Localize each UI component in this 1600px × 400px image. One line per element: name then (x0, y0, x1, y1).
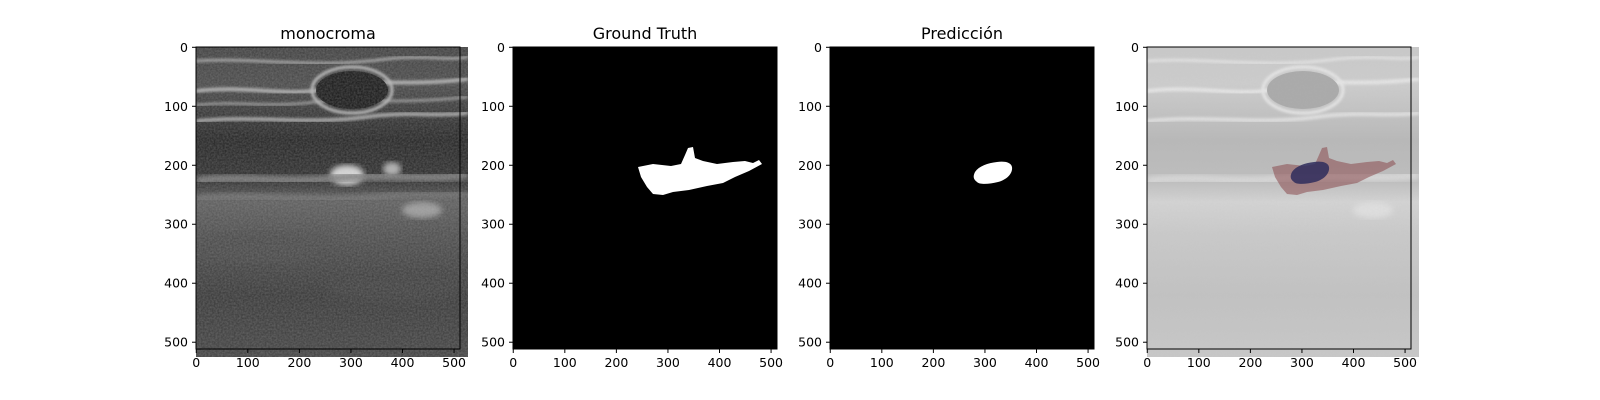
x-tick-label: 400 (391, 355, 415, 370)
y-tick-label: 500 (798, 335, 822, 350)
y-tick-label: 500 (481, 335, 505, 350)
panel-title: Predicción (921, 24, 1003, 43)
x-tick-label: 500 (1076, 355, 1100, 370)
x-tick-label: 100 (870, 355, 894, 370)
x-tick-label: 0 (826, 355, 834, 370)
panel-prediccion: Predicción (829, 24, 1095, 350)
y-tick-label: 300 (164, 217, 188, 232)
ultrasound-image (196, 47, 468, 357)
x-tick-label: 0 (1143, 355, 1151, 370)
mask-background (513, 47, 777, 349)
x-tick-label: 200 (604, 355, 628, 370)
y-tick-label: 500 (164, 335, 188, 350)
x-tick-label: 100 (236, 355, 260, 370)
x-tick-label: 400 (1342, 355, 1366, 370)
y-tick-label: 0 (180, 40, 188, 55)
y-tick-label: 400 (1115, 276, 1139, 291)
y-tick-label: 200 (164, 158, 188, 173)
y-tick-label: 300 (481, 217, 505, 232)
x-tick-label: 400 (1025, 355, 1049, 370)
x-tick-label: 100 (1187, 355, 1211, 370)
y-tick-label: 200 (798, 158, 822, 173)
panel-title: monocroma (280, 24, 376, 43)
x-tick-label: 200 (1238, 355, 1262, 370)
x-tick-label: 500 (1393, 355, 1417, 370)
panel-ground-truth: Ground Truth (512, 24, 778, 350)
y-tick-label: 400 (481, 276, 505, 291)
x-tick-label: 300 (973, 355, 997, 370)
y-tick-label: 100 (798, 99, 822, 114)
y-tick-label: 100 (164, 99, 188, 114)
x-tick-label: 200 (287, 355, 311, 370)
x-tick-label: 300 (339, 355, 363, 370)
x-tick-label: 500 (759, 355, 783, 370)
x-tick-label: 0 (192, 355, 200, 370)
y-tick-label: 300 (798, 217, 822, 232)
x-tick-label: 0 (509, 355, 517, 370)
x-tick-label: 200 (921, 355, 945, 370)
y-tick-label: 100 (481, 99, 505, 114)
x-tick-label: 400 (708, 355, 732, 370)
y-tick-label: 400 (164, 276, 188, 291)
x-tick-label: 300 (656, 355, 680, 370)
overlay-image (1147, 47, 1419, 357)
y-tick-label: 0 (497, 40, 505, 55)
panel-monocroma: monocroma (195, 24, 468, 357)
panel-overlay (1146, 46, 1419, 357)
y-tick-label: 200 (1115, 158, 1139, 173)
x-tick-label: 100 (553, 355, 577, 370)
x-tick-label: 300 (1290, 355, 1314, 370)
y-tick-label: 300 (1115, 217, 1139, 232)
panel-title: Ground Truth (593, 24, 698, 43)
mask-background (830, 47, 1094, 349)
y-tick-label: 0 (1131, 40, 1139, 55)
x-tick-label: 500 (442, 355, 466, 370)
y-tick-label: 400 (798, 276, 822, 291)
axis-ticks: 0 100 200 300 400 500 0 100 200 300 400 500 0 100 200 3… (164, 40, 1417, 370)
y-tick-label: 200 (481, 158, 505, 173)
y-tick-label: 0 (814, 40, 822, 55)
y-tick-label: 100 (1115, 99, 1139, 114)
y-tick-label: 500 (1115, 335, 1139, 350)
